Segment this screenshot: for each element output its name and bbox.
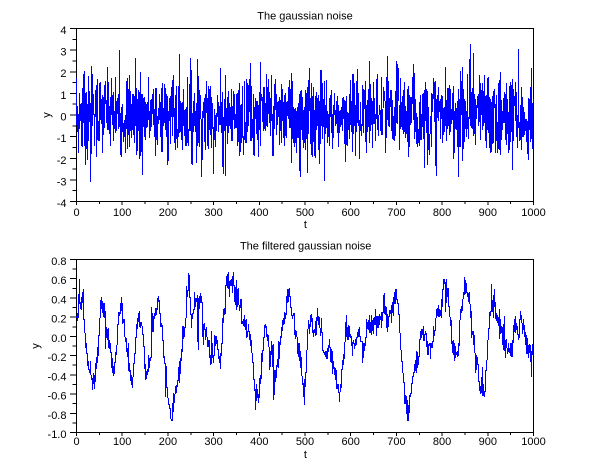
svg-text:700: 700 — [387, 436, 405, 448]
svg-text:4: 4 — [60, 25, 66, 37]
svg-text:-0.2: -0.2 — [48, 352, 67, 364]
svg-text:The gaussian noise: The gaussian noise — [257, 10, 352, 22]
svg-text:-1: -1 — [57, 133, 67, 145]
svg-text:-0.4: -0.4 — [48, 371, 67, 383]
svg-text:600: 600 — [342, 436, 360, 448]
svg-text:100: 100 — [113, 207, 131, 219]
svg-text:300: 300 — [204, 436, 222, 448]
svg-text:-0.8: -0.8 — [48, 410, 67, 422]
svg-text:t: t — [304, 449, 307, 461]
svg-text:y: y — [30, 343, 42, 349]
svg-text:3: 3 — [60, 47, 66, 59]
svg-text:500: 500 — [296, 207, 314, 219]
svg-text:0.2: 0.2 — [51, 314, 66, 326]
svg-text:400: 400 — [250, 436, 268, 448]
svg-text:500: 500 — [296, 436, 314, 448]
svg-text:1000: 1000 — [521, 436, 545, 448]
svg-text:200: 200 — [159, 207, 177, 219]
svg-text:0.4: 0.4 — [51, 294, 66, 306]
svg-text:1000: 1000 — [521, 207, 545, 219]
svg-text:900: 900 — [479, 207, 497, 219]
svg-text:0.8: 0.8 — [51, 256, 66, 268]
svg-text:800: 800 — [433, 436, 451, 448]
svg-text:-0.6: -0.6 — [48, 391, 67, 403]
svg-text:0: 0 — [73, 436, 79, 448]
svg-text:900: 900 — [479, 436, 497, 448]
svg-text:0: 0 — [60, 112, 66, 124]
svg-text:2: 2 — [60, 68, 66, 80]
svg-text:100: 100 — [113, 436, 131, 448]
svg-text:-2: -2 — [57, 155, 67, 167]
svg-text:t: t — [304, 219, 307, 231]
svg-text:0: 0 — [73, 207, 79, 219]
svg-text:-4: -4 — [57, 198, 67, 210]
svg-text:400: 400 — [250, 207, 268, 219]
svg-text:700: 700 — [387, 207, 405, 219]
svg-text:-1.0: -1.0 — [48, 429, 67, 441]
svg-text:800: 800 — [433, 207, 451, 219]
svg-text:200: 200 — [159, 436, 177, 448]
svg-text:y: y — [41, 112, 53, 118]
svg-text:-3: -3 — [57, 176, 67, 188]
svg-text:0.6: 0.6 — [51, 275, 66, 287]
svg-text:1: 1 — [60, 90, 66, 102]
svg-text:300: 300 — [204, 207, 222, 219]
svg-text:0.0: 0.0 — [51, 333, 66, 345]
svg-text:600: 600 — [342, 207, 360, 219]
svg-text:The filtered gaussian noise: The filtered gaussian noise — [240, 240, 371, 252]
